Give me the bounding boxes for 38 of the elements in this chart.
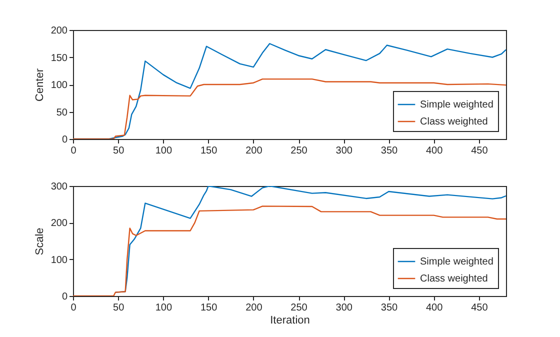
y-tick-label: 100 [50,254,68,266]
x-tick-label: 0 [70,302,77,314]
x-tick-label: 300 [336,302,353,314]
y-tick-label: 0 [62,292,68,302]
y-tick-label: 300 [50,182,68,192]
x-tick-label: 200 [246,146,263,156]
x-tick-label: 0 [70,146,77,156]
legend-label: Simple weighted [420,256,494,268]
y-tick-label: 100 [50,80,68,91]
x-tick-label: 250 [290,302,308,314]
x-tick-label: 350 [380,146,398,156]
x-tick-label: 100 [155,302,172,314]
x-tick-label: 150 [200,302,218,314]
x-axis-title: Iteration [270,314,310,326]
x-tick-label: 350 [380,302,398,314]
y-axis-title: Scale [34,228,46,256]
x-tick-label: 200 [246,302,263,314]
x-tick-label: 400 [426,146,444,156]
x-tick-label: 100 [155,146,172,156]
y-tick-label: 50 [56,107,68,118]
legend-label: Class weighted [420,274,488,284]
y-tick-label: 200 [50,26,68,36]
y-tick-label: 0 [62,134,68,146]
legend-label: Simple weighted [420,100,494,110]
x-tick-label: 400 [426,302,444,314]
y-tick-label: 200 [50,218,68,230]
x-tick-label: 450 [471,146,488,156]
x-tick-label: 300 [336,146,353,156]
y-axis-title: Center [34,68,46,102]
legend-label: Class weighted [420,116,488,128]
y-tick-label: 150 [50,52,68,64]
line-series [73,78,506,139]
x-tick-label: 150 [200,146,218,156]
x-tick-label: 50 [113,302,125,314]
x-tick-label: 50 [113,146,125,156]
x-tick-label: 450 [471,302,488,314]
line-series [73,206,506,296]
x-tick-label: 250 [290,146,308,156]
